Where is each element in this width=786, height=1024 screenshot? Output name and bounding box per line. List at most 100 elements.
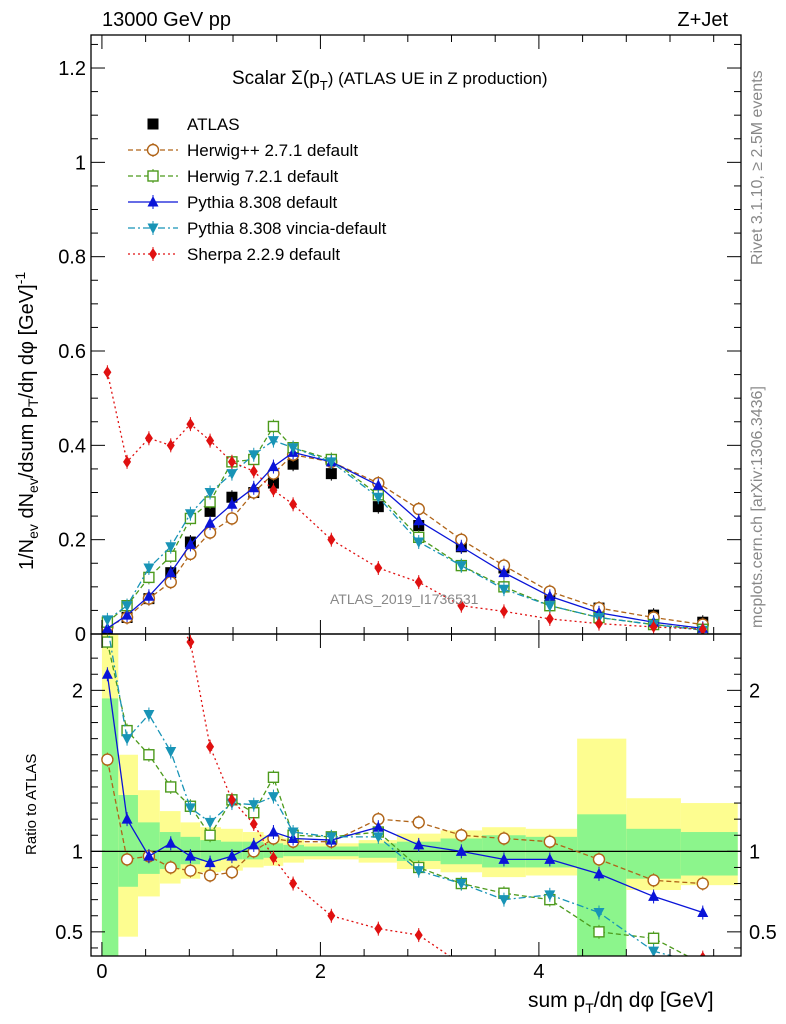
data-point-vincia [165,542,177,553]
data-point-pythia [498,853,510,864]
ratio-plot-frame [90,633,742,957]
process-label: Z+Jet [677,9,728,31]
data-point-sherpa [414,929,423,942]
y-tick-label-main: 0.8 [58,247,86,269]
data-point-pythia [101,622,113,633]
y-axis-title-ratio: Ratio to ATLAS [23,754,40,855]
data-point-herwig7 [593,926,605,938]
ratio-uncertainty-bands [91,634,741,956]
data-point-pythia [413,514,425,526]
data-point-sherpa [698,623,707,634]
y-tick-label-ratio: 2 [72,680,83,702]
data-point-pythia [226,498,238,509]
data-point-atlas [325,468,337,480]
data-point-herwig7 [267,420,280,433]
data-point-vincia [648,946,660,956]
data-point-vincia [413,537,425,549]
data-point-sherpa [327,533,336,546]
data-point-pythia [372,479,384,490]
data-point-vincia [121,601,133,612]
y-tick-label-main: 1.2 [58,58,86,80]
legend-label: Sherpa 2.2.9 default [187,245,340,264]
title-prefix: Scalar Σ(p [232,68,320,89]
data-point-vincia [697,960,708,971]
band-inner-bin [263,843,284,858]
data-point-sherpa [327,909,336,922]
data-point-vincia [143,563,155,574]
legend-label: Pythia 8.308 vincia-default [187,219,387,238]
data-point-atlas [226,491,238,503]
data-point-vincia [498,584,510,596]
y-tick-label-main: 0.4 [58,435,86,457]
data-point-pythia [248,838,260,850]
data-point-sherpa [545,612,554,625]
data-point-pythia [455,845,467,856]
legend-item-vincia: Pythia 8.308 vincia-default [128,219,387,238]
data-point-herwig7 [165,781,177,793]
data-point-sherpa [500,958,508,970]
data-point-sherpa [166,439,175,452]
data-point-vincia [267,436,279,447]
band-inner-bin [137,822,160,874]
band-inner-bin [626,828,681,879]
data-point-pythia [593,867,605,879]
data-point-atlas [204,505,216,517]
data-point-vincia [455,561,467,572]
data-point-atlas [372,501,384,513]
legend-label: ATLAS [187,115,240,134]
data-point-sherpa [206,740,215,753]
ratio-plot-series [101,604,709,971]
data-point-pythia [267,460,279,472]
y-tick-label-ratio: 1 [72,841,83,863]
data-point-pythia [184,538,196,549]
data-point-sherpa [103,366,112,379]
title-sub: T [320,78,328,93]
y-tick-label-ratio-right: 2 [749,680,760,702]
band-inner-bin [358,843,397,858]
data-point-sherpa [145,604,153,616]
band-inner-bin [680,832,738,876]
series-sherpa [103,365,707,634]
data-point-sherpa [457,599,466,612]
x-tick-label: 2 [315,961,326,983]
y-tick-label-ratio-right: 1 [749,841,760,863]
legend-label: Pythia 8.308 default [187,193,338,212]
data-point-vincia [184,509,196,520]
data-point-herwigpp [647,874,660,887]
data-point-herwigpp [497,832,511,845]
data-point-pythia [648,890,660,901]
data-point-herwigpp [592,853,606,866]
legend-label: Herwig++ 2.7.1 default [187,141,358,160]
legend-item-herwig7: Herwig 7.2.1 default [128,167,338,186]
data-point-vincia [248,450,260,461]
data-point-sherpa [289,877,298,890]
data-point-pythia [697,906,709,918]
data-point-herwig7 [647,932,660,944]
data-point-vincia [121,734,133,745]
series-sherpa [145,604,706,970]
data-point-herwigpp [412,502,425,516]
data-point-sherpa [167,604,175,616]
data-point-vincia [287,827,299,839]
axis-tick-labels: 0 2 4 0 0.2 0.4 0.6 0.8 1 1.2 0.5 0.5 1 1 2 2 [55,58,777,983]
data-point-pythia [184,850,196,861]
data-point-sherpa [374,922,383,935]
data-point-pythia [267,826,279,837]
rivet-label: Rivet 3.1.10, ≥ 2.5M events [749,70,766,265]
data-point-vincia [544,890,556,901]
x-axis-title: sum pT/dη dφ [GeV] [528,989,714,1016]
data-point-pythia [498,566,510,578]
data-point-vincia [143,710,155,721]
data-point-pythia [101,668,113,679]
y-tick-label-main: 0.2 [58,530,86,552]
data-point-pythia [226,850,238,861]
data-point-sherpa [227,455,236,468]
data-point-vincia [226,469,238,480]
data-point-vincia [325,832,337,843]
legend-marker-pythia [147,196,159,207]
data-point-pythia [413,838,425,850]
data-point-herwig7 [698,959,708,969]
data-point-herwig7 [204,829,216,841]
site-label: mcplots.cern.ch [arXiv:1306.3436] [749,386,766,628]
